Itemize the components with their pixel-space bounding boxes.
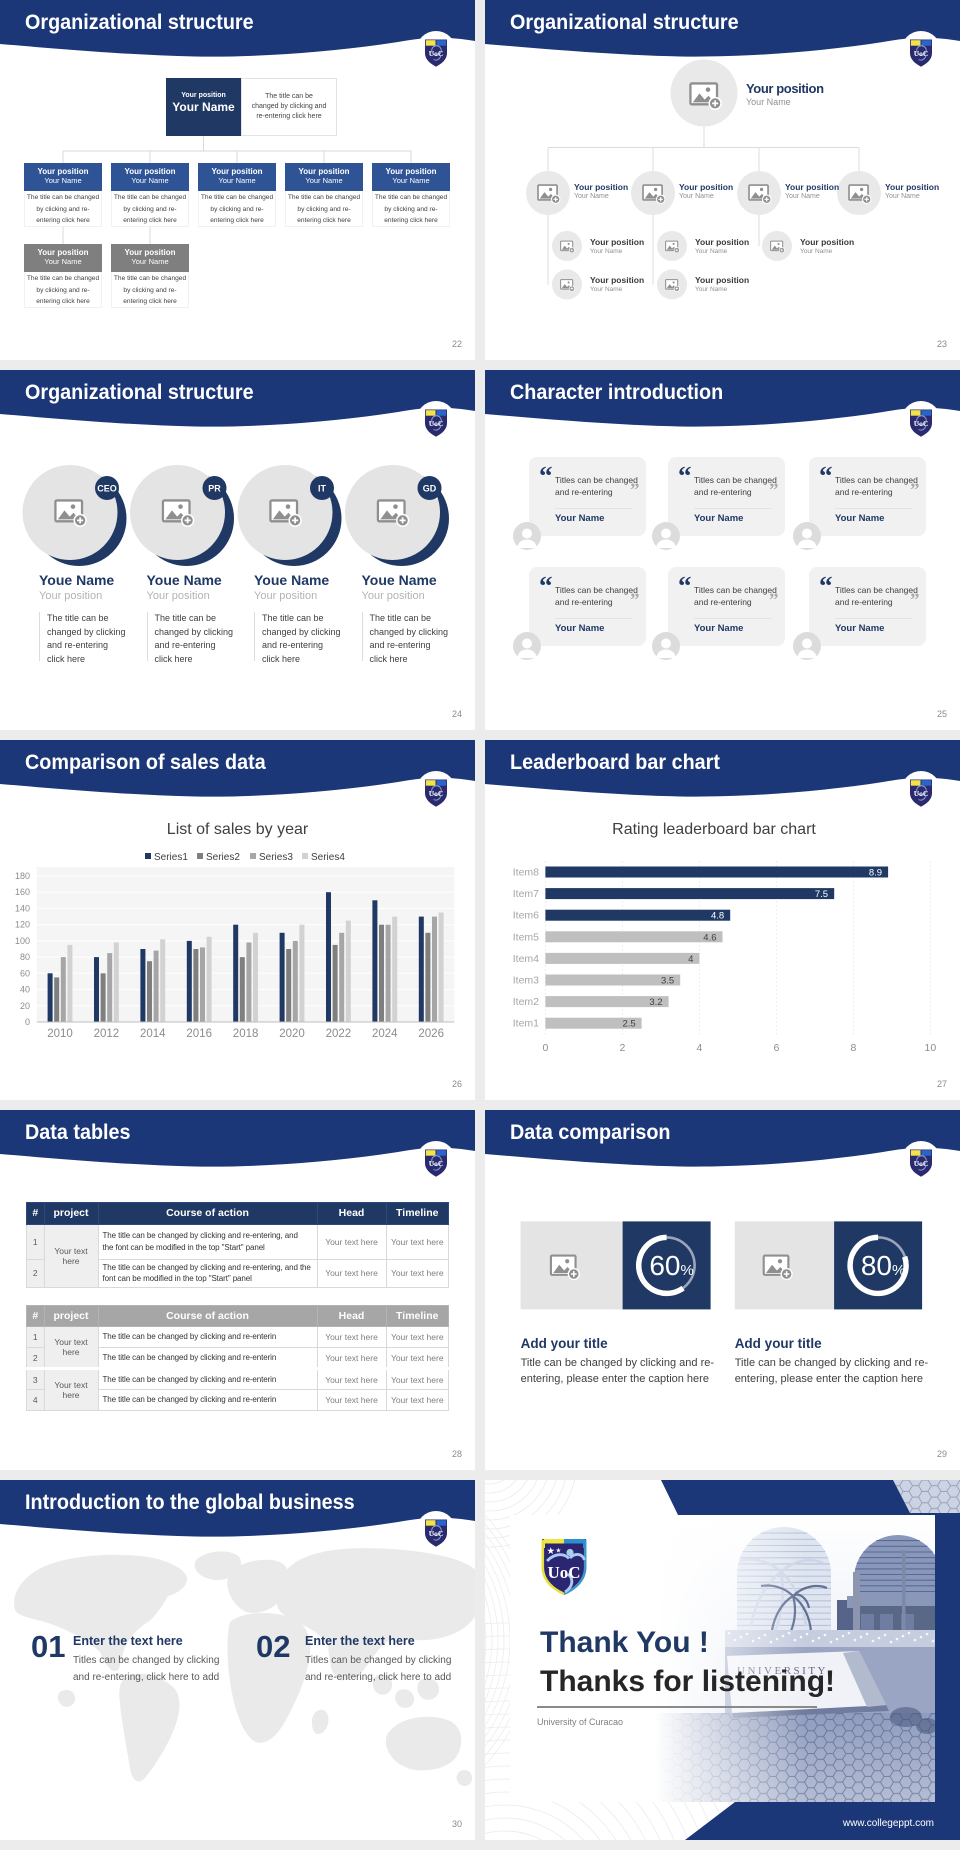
svg-text:2014: 2014: [140, 1028, 166, 1040]
svg-text:10: 10: [925, 1042, 937, 1054]
svg-text:Item3: Item3: [513, 975, 539, 987]
svg-text:CEO: CEO: [97, 484, 117, 494]
svg-text:140: 140: [15, 903, 30, 913]
svg-text:20: 20: [20, 1001, 30, 1011]
svg-text:Item8: Item8: [513, 867, 539, 879]
svg-text:4: 4: [696, 1042, 702, 1054]
svg-text:2012: 2012: [94, 1028, 120, 1040]
svg-text:2020: 2020: [279, 1028, 305, 1040]
svg-text:0: 0: [25, 1017, 30, 1027]
svg-text:Item2: Item2: [513, 996, 539, 1008]
svg-text:Series3: Series3: [259, 852, 293, 863]
svg-text:80: 80: [20, 952, 30, 962]
svg-text:GD: GD: [423, 484, 437, 494]
svg-text:Series2: Series2: [206, 852, 240, 863]
svg-text:4.8: 4.8: [711, 911, 724, 922]
svg-text:180: 180: [15, 871, 30, 881]
svg-text:PR: PR: [208, 484, 221, 494]
svg-text:2016: 2016: [186, 1028, 212, 1040]
svg-text:60%: 60%: [649, 1250, 694, 1281]
svg-text:8: 8: [850, 1042, 856, 1054]
svg-text:2010: 2010: [47, 1028, 73, 1040]
svg-text:100: 100: [15, 936, 30, 946]
svg-text:IT: IT: [318, 484, 327, 494]
svg-text:UoC: UoC: [547, 1563, 580, 1582]
svg-text:★: ★: [556, 1547, 562, 1555]
svg-text:0: 0: [542, 1042, 548, 1054]
svg-text:Item7: Item7: [513, 888, 539, 900]
svg-text:★: ★: [547, 1546, 556, 1557]
svg-text:4: 4: [688, 954, 693, 965]
svg-text:4.6: 4.6: [703, 932, 716, 943]
svg-text:Item4: Item4: [513, 953, 539, 965]
svg-text:40: 40: [20, 985, 30, 995]
svg-text:60: 60: [20, 968, 30, 978]
svg-text:120: 120: [15, 920, 30, 930]
svg-text:Series1: Series1: [154, 852, 188, 863]
svg-text:2022: 2022: [326, 1028, 352, 1040]
svg-text:2.5: 2.5: [622, 1019, 635, 1030]
svg-text:Item5: Item5: [513, 931, 539, 943]
svg-text:2: 2: [619, 1042, 625, 1054]
svg-text:160: 160: [15, 887, 30, 897]
svg-text:Item1: Item1: [513, 1018, 539, 1030]
svg-text:2026: 2026: [418, 1028, 444, 1040]
svg-text:Series4: Series4: [311, 852, 345, 863]
svg-text:8.9: 8.9: [869, 868, 882, 879]
svg-text:3.5: 3.5: [661, 976, 674, 987]
svg-text:3.2: 3.2: [649, 997, 662, 1008]
svg-text:7.5: 7.5: [815, 889, 828, 900]
svg-text:6: 6: [773, 1042, 779, 1054]
svg-text:2018: 2018: [233, 1028, 259, 1040]
svg-text:Item6: Item6: [513, 910, 539, 922]
svg-text:2024: 2024: [372, 1028, 398, 1040]
